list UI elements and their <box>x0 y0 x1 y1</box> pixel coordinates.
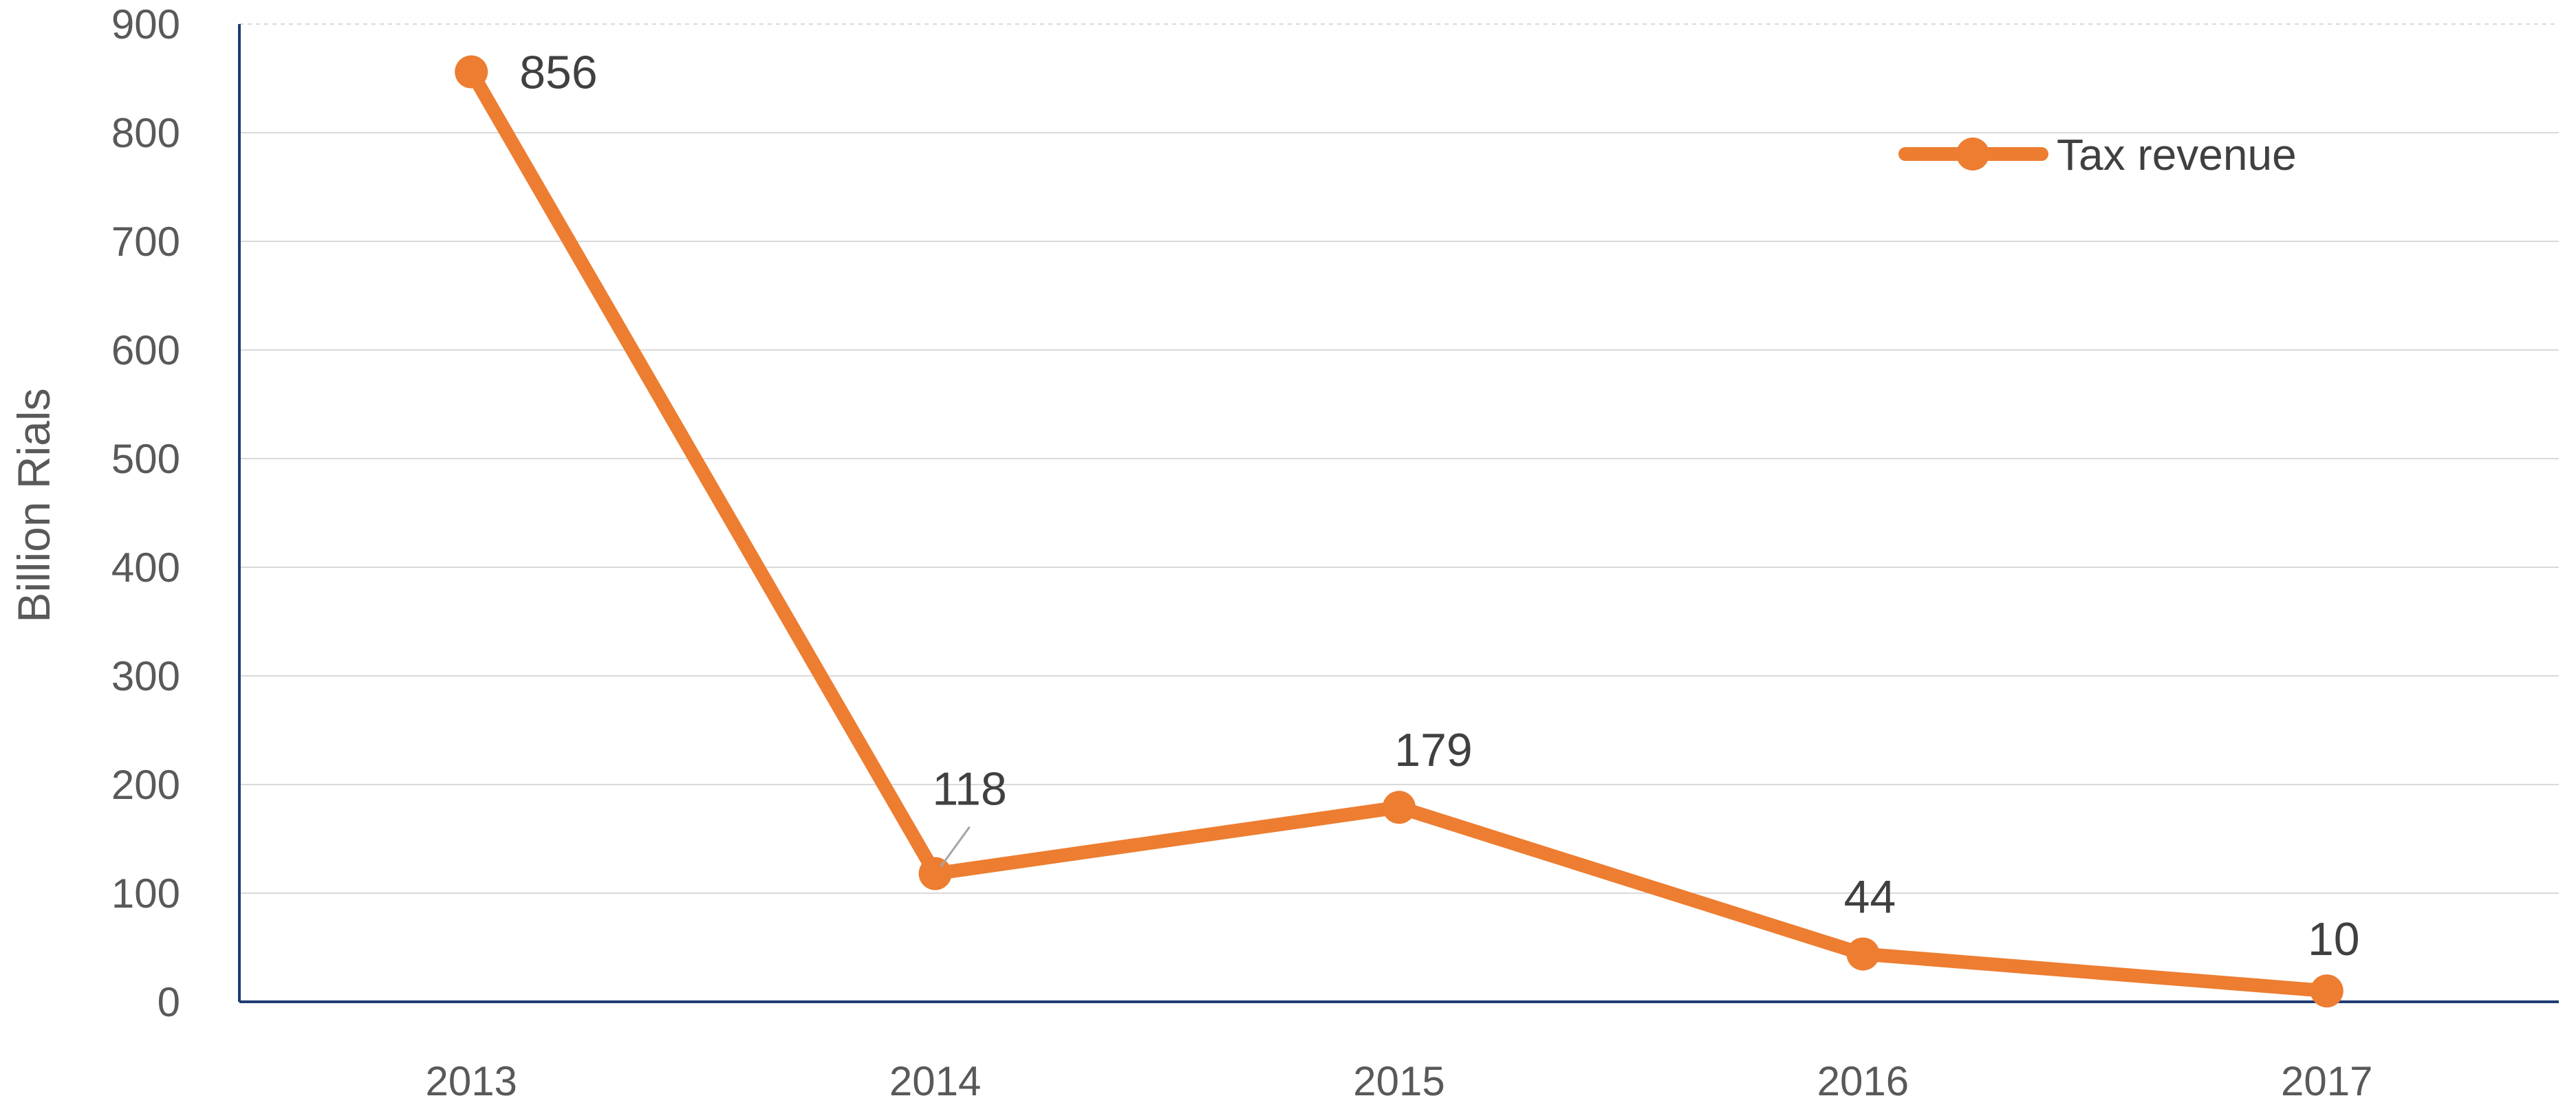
data-label: 44 <box>1844 870 1896 923</box>
data-label: 118 <box>932 763 1006 815</box>
y-tick-label: 100 <box>111 870 180 917</box>
y-tick-label: 400 <box>111 545 180 591</box>
legend-point-marker <box>1956 138 1989 171</box>
y-tick-label: 300 <box>111 653 180 699</box>
data-label: 856 <box>519 47 597 99</box>
y-tick-label: 900 <box>111 1 180 47</box>
axes <box>238 24 2559 1003</box>
y-tick-label: 800 <box>111 110 180 156</box>
x-tick-label: 2017 <box>2281 1058 2372 1104</box>
data-point <box>1383 791 1416 824</box>
data-label: 179 <box>1394 724 1472 776</box>
y-tick-label: 0 <box>158 979 180 1025</box>
legend: Tax revenue <box>1898 130 2297 179</box>
y-tick-label: 500 <box>111 436 180 482</box>
y-tick-label: 600 <box>111 327 180 373</box>
data-point <box>1846 937 1880 971</box>
x-tick-label: 2015 <box>1353 1058 1444 1104</box>
data-labels: 856 118 179 44 10 <box>519 47 2359 966</box>
y-tick-label: 700 <box>111 219 180 265</box>
x-axis-ticks: 2013 2014 2015 2016 2017 <box>425 1058 2372 1104</box>
data-label-leader-line <box>940 826 971 868</box>
y-tick-label: 200 <box>111 762 180 808</box>
data-point <box>2310 974 2344 1008</box>
y-axis-title: Billion Rials <box>8 388 59 622</box>
y-axis-ticks: 0 100 200 300 400 500 600 700 800 900 <box>111 1 180 1025</box>
data-label: 10 <box>2308 913 2360 965</box>
data-point <box>918 857 952 890</box>
series-line <box>464 65 2334 998</box>
series-tax-revenue <box>455 55 2344 1008</box>
x-tick-label: 2016 <box>1817 1058 1909 1104</box>
x-tick-label: 2013 <box>425 1058 517 1104</box>
x-tick-label: 2014 <box>889 1058 981 1104</box>
data-point <box>455 55 488 89</box>
legend-label: Tax revenue <box>2057 130 2297 179</box>
